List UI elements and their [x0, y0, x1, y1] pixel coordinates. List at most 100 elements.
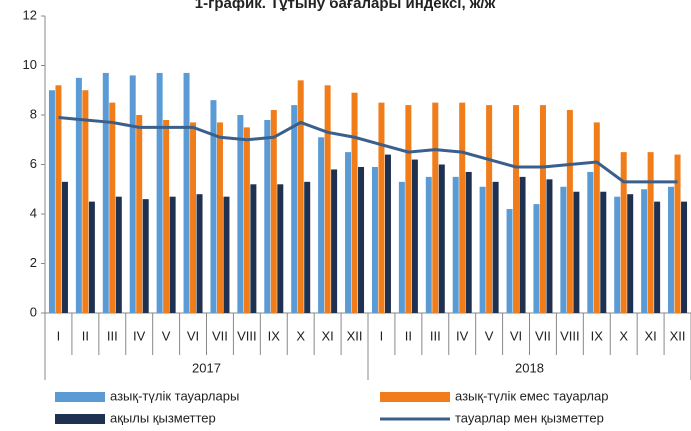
- x-tick-label: IV: [456, 328, 469, 343]
- bar: [425, 176, 432, 313]
- x-tick-label: V: [485, 328, 494, 343]
- legend-swatch: [55, 392, 105, 402]
- x-tick-label: XII: [347, 328, 363, 343]
- y-tick-label: 10: [23, 57, 37, 72]
- x-tick-label: IV: [133, 328, 146, 343]
- bar: [398, 181, 405, 313]
- legend-label: ақылы қызметтер: [110, 410, 216, 425]
- x-tick-label: VII: [212, 328, 228, 343]
- bar: [411, 159, 418, 313]
- bar: [533, 204, 540, 313]
- bar: [61, 181, 68, 313]
- y-tick-label: 12: [23, 7, 37, 22]
- bar: [351, 92, 358, 313]
- bar: [136, 115, 143, 313]
- x-tick-label: VI: [187, 328, 199, 343]
- bar: [324, 85, 331, 313]
- bar: [681, 201, 688, 313]
- bar: [304, 181, 311, 313]
- bar: [506, 209, 513, 313]
- bar: [75, 77, 82, 313]
- bar: [641, 189, 648, 313]
- legend-label: тауарлар мен қызметтер: [455, 410, 604, 425]
- bar: [331, 169, 338, 313]
- x-tick-label: II: [82, 328, 89, 343]
- bar: [243, 127, 250, 313]
- x-tick-label: VIII: [237, 328, 257, 343]
- chart-title: 1-график. Тұтыну бағалары индексі, ж/ж: [195, 0, 496, 12]
- bar: [539, 105, 546, 313]
- x-tick-label: VIII: [560, 328, 580, 343]
- x-tick-label: III: [107, 328, 118, 343]
- legend-swatch: [380, 392, 450, 402]
- bar: [546, 179, 553, 313]
- y-tick-label: 4: [30, 205, 37, 220]
- x-tick-label: X: [619, 328, 628, 343]
- bar: [378, 102, 385, 313]
- bar: [277, 184, 284, 313]
- bar: [587, 171, 594, 313]
- bar: [169, 196, 176, 313]
- y-tick-label: 8: [30, 106, 37, 121]
- x-tick-label: IX: [591, 328, 604, 343]
- bar: [223, 196, 230, 313]
- bar: [647, 152, 654, 313]
- legend-swatch: [55, 414, 105, 424]
- bar: [115, 196, 122, 313]
- bar: [109, 102, 116, 313]
- bar: [492, 181, 499, 313]
- bar: [163, 119, 170, 313]
- bar: [82, 90, 89, 313]
- bar: [345, 152, 352, 313]
- legend-label: азық-түлік тауарлары: [110, 388, 239, 403]
- x-tick-label: X: [296, 328, 305, 343]
- x-tick-label: V: [162, 328, 171, 343]
- group-label: 2018: [515, 360, 544, 375]
- bar: [297, 80, 304, 313]
- bar: [129, 75, 136, 314]
- bar: [291, 105, 298, 313]
- bar: [318, 137, 325, 313]
- x-tick-label: XII: [670, 328, 686, 343]
- x-tick-label: II: [405, 328, 412, 343]
- bar: [190, 122, 197, 313]
- bar: [371, 166, 378, 313]
- bar: [459, 102, 466, 313]
- bar: [627, 194, 634, 313]
- bar: [196, 194, 203, 313]
- line-series: [58, 115, 678, 184]
- bar: [465, 171, 472, 313]
- y-tick-label: 2: [30, 255, 37, 270]
- y-tick-label: 6: [30, 156, 37, 171]
- bar: [674, 154, 681, 313]
- bar: [486, 105, 493, 313]
- bar: [358, 166, 365, 313]
- bar: [55, 85, 62, 313]
- bar: [183, 72, 190, 313]
- x-tick-label: VI: [510, 328, 522, 343]
- bar: [384, 154, 391, 313]
- bar: [573, 191, 580, 313]
- x-tick-label: IX: [268, 328, 281, 343]
- legend-label: азық-түлік емес тауарлар: [455, 388, 608, 403]
- bar: [102, 72, 109, 313]
- bar: [452, 176, 459, 313]
- bar: [668, 186, 675, 313]
- bar: [600, 191, 607, 313]
- x-tick-label: I: [380, 328, 384, 343]
- bar: [620, 152, 627, 313]
- bar: [250, 184, 257, 313]
- x-tick-label: XI: [321, 328, 333, 343]
- x-tick-label: VII: [535, 328, 551, 343]
- bar: [614, 196, 621, 313]
- bar: [654, 201, 661, 313]
- x-tick-label: XI: [644, 328, 656, 343]
- bar: [513, 105, 520, 313]
- x-tick-label: I: [57, 328, 61, 343]
- bar: [593, 122, 600, 313]
- group-label: 2017: [192, 360, 221, 375]
- bar: [142, 199, 149, 313]
- bar: [237, 115, 244, 313]
- bar: [432, 102, 439, 313]
